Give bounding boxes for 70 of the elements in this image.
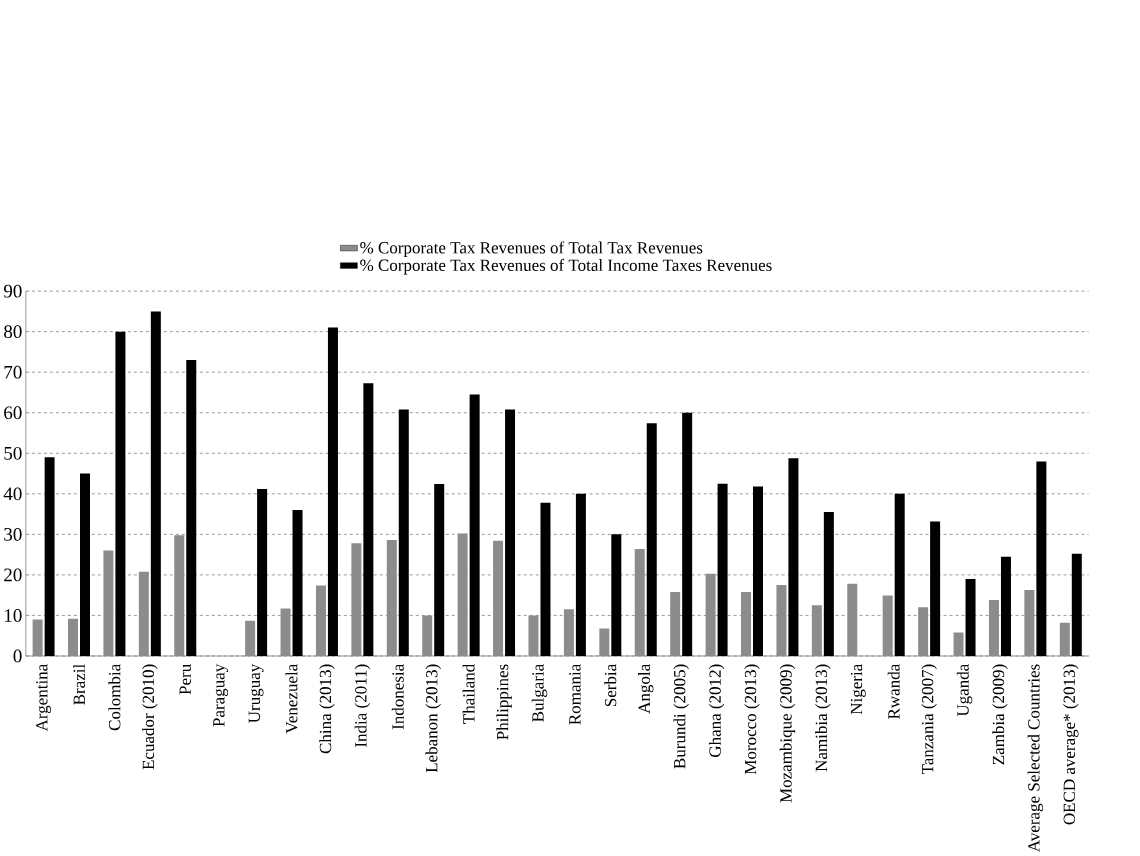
y-tick-label: 80 (4, 325, 22, 339)
bar (363, 383, 374, 657)
y-tick-label: 50 (4, 447, 22, 460)
bar (965, 579, 976, 657)
x-tick-label: Indonesia (391, 664, 404, 730)
x-tick-label: India (2011) (354, 664, 371, 748)
x-tick-label: Angola (638, 664, 654, 714)
bar (44, 457, 55, 657)
x-tick-label: Brazil (73, 664, 85, 706)
x-tick-label: Romania (569, 664, 581, 725)
bar (150, 311, 161, 657)
bar (469, 394, 480, 657)
legend-label: % Corporate Tax Revenues of Total Income Taxes Revenues (360, 259, 772, 275)
bar (575, 494, 586, 657)
bar (753, 486, 763, 657)
y-tick-label: 90 (3, 284, 22, 298)
legend-label: % Corporate Tax Revenues of Total Tax Revenues (360, 241, 703, 258)
y-tick-label: 20 (4, 568, 22, 582)
bar (823, 512, 834, 657)
bar (1036, 461, 1047, 657)
bar (1071, 554, 1082, 657)
x-tick-label: OECD average* (2013) (1063, 664, 1079, 825)
x-tick-label: Philippines (496, 664, 512, 741)
x-tick-label: Peru (179, 664, 191, 695)
x-tick-label: Zambia (2009) (992, 664, 1008, 765)
bar (894, 494, 905, 657)
x-tick-label: Bulgaria (531, 664, 548, 723)
y-tick-label: 0 (13, 649, 22, 663)
y-tick-label: 10 (5, 609, 22, 623)
x-tick-label: Argentina (36, 664, 52, 732)
bar (80, 473, 90, 657)
bar (540, 502, 551, 657)
y-tick-label: 30 (4, 528, 22, 541)
x-tick-label: Thailand (462, 664, 475, 725)
x-tick-label: Nigeria (850, 664, 866, 715)
x-tick-label: Namibia (2013) (815, 664, 831, 772)
bar (717, 483, 728, 657)
bar (682, 412, 693, 657)
x-tick-label: Average Selected Countries (1027, 664, 1044, 853)
bar (788, 458, 799, 657)
x-tick-label: Mozambique (2009) (779, 664, 796, 803)
x-tick-label: Tanzania (2007) (921, 664, 937, 775)
bar (930, 521, 941, 657)
bar (186, 360, 197, 657)
y-tick-label: 70 (4, 366, 22, 379)
x-tick-label: Uganda (956, 664, 973, 717)
bar (292, 510, 303, 657)
bar (398, 409, 409, 657)
x-tick-label: Serbia (604, 664, 617, 707)
bar (257, 489, 268, 657)
bar (327, 327, 338, 657)
x-tick-label: Ecuador (2010) (142, 664, 158, 770)
bar (1000, 556, 1011, 657)
x-tick-label: Lebanon (2013) (425, 664, 441, 773)
x-tick-label: China (2013) (319, 664, 335, 754)
y-tick-label: 40 (3, 487, 22, 501)
y-tick-label: 60 (4, 406, 22, 420)
x-tick-label: Ghana (2012) (708, 664, 725, 758)
x-tick-label: Burundi (2005) (673, 664, 689, 769)
x-tick-label: Morocco (2013) (744, 664, 760, 775)
x-tick-label: Uruguay (248, 664, 264, 724)
bar (505, 409, 516, 657)
bar (611, 534, 622, 657)
x-tick-label: Colombia (108, 664, 121, 731)
bar (115, 331, 126, 657)
bar (646, 423, 657, 657)
x-tick-label: Rwanda (887, 664, 900, 720)
x-tick-label: Venezuela (285, 664, 298, 734)
bar (434, 484, 445, 657)
x-tick-label: Paraguay (213, 664, 229, 727)
